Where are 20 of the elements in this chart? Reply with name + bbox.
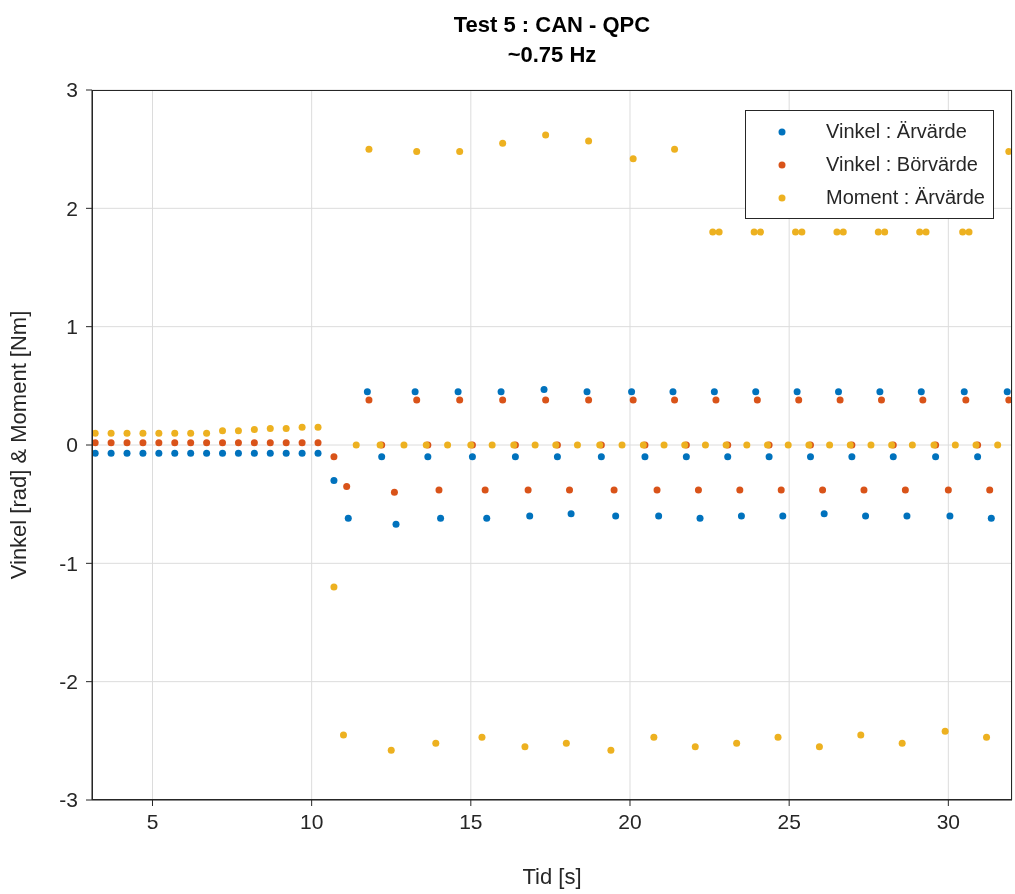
chart-title: Test 5 : CAN - QPC (452, 11, 652, 39)
y-tick-label: 0 (66, 433, 78, 457)
x-tick-label: 20 (618, 809, 642, 833)
legend-label: Vinkel : Ärvärde (826, 120, 967, 143)
y-tick-label: 3 (66, 78, 78, 102)
y-tick-label: 2 (66, 196, 78, 220)
y-tick-label: -1 (59, 551, 78, 575)
y-axis-title: Vinkel [rad] & Moment [Nm] (6, 310, 31, 580)
y-tick-label: -2 (59, 670, 78, 694)
x-tick-label: 15 (459, 809, 483, 833)
y-tick-label: -3 (59, 788, 78, 812)
x-tick-label: 25 (777, 809, 801, 833)
x-tick-label: 10 (299, 809, 324, 833)
legend-label: Vinkel : Börvärde (826, 153, 978, 176)
chart-subtitle: ~0.75 Hz (506, 41, 598, 69)
x-tick-label: 5 (146, 809, 159, 833)
x-axis-title: Tid [s] (522, 864, 582, 889)
legend-label: Moment : Ärvärde (826, 186, 985, 209)
y-tick-label: 1 (66, 315, 78, 339)
x-tick-label: 30 (936, 809, 961, 833)
